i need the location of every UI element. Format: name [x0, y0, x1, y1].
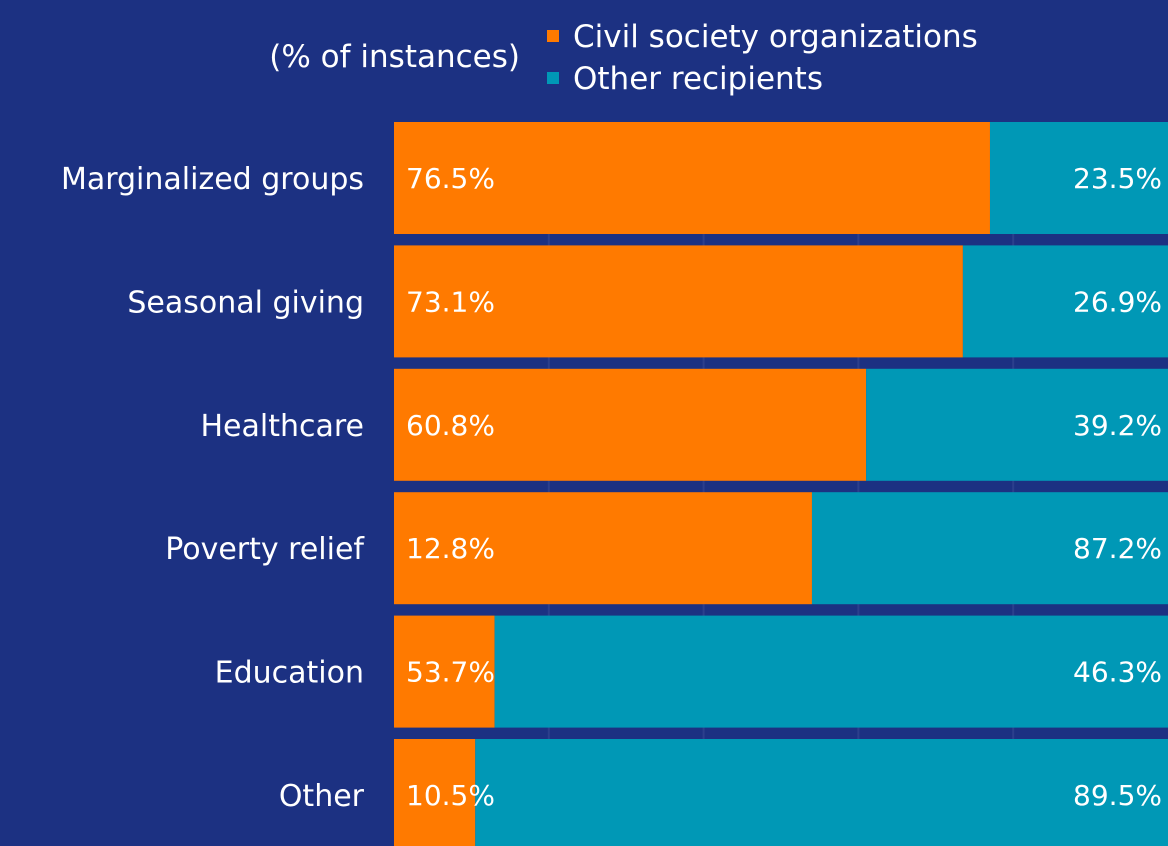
data-label-civil-society: 10.5% — [406, 779, 495, 812]
category-label: Marginalized groups — [61, 162, 364, 197]
labels: Marginalized groups 76.5% 23.5% Seasonal gi… — [61, 162, 1162, 814]
data-label-other-recipients: 87.2% — [1073, 532, 1162, 565]
legend-label-other-recipients: Other recipients — [573, 61, 823, 97]
data-label-civil-society: 12.8% — [406, 532, 495, 565]
bars — [394, 122, 1168, 846]
bar-poverty-relief-other-recipients — [811, 492, 1168, 605]
category-label: Education — [215, 656, 364, 691]
category-label: Poverty relief — [165, 532, 365, 567]
category-label: Healthcare — [200, 409, 364, 444]
bar-marginalized-groups-civil-society — [394, 122, 990, 234]
bar-seasonal-giving-other-recipients — [962, 245, 1168, 358]
bar-education-civil-society — [394, 615, 495, 728]
legend-swatch-other-recipients — [547, 72, 559, 84]
unit-label: (% of instances) — [269, 39, 520, 75]
bar-poverty-relief-civil-society — [394, 492, 812, 605]
bar-marginalized-groups-other-recipients — [989, 122, 1168, 234]
data-label-civil-society: 53.7% — [406, 656, 495, 689]
bar-healthcare-civil-society — [394, 368, 867, 481]
legend: Civil society organizations Other recipi… — [547, 19, 978, 97]
data-label-civil-society: 76.5% — [406, 162, 495, 195]
bar-other-other-recipients — [475, 739, 1168, 846]
data-label-other-recipients: 39.2% — [1073, 409, 1162, 442]
bar-healthcare-other-recipients — [866, 368, 1168, 481]
legend-swatch-civil-society — [547, 30, 559, 42]
data-label-other-recipients: 89.5% — [1073, 779, 1162, 812]
bar-education-other-recipients — [494, 615, 1168, 728]
bar-seasonal-giving-civil-society — [394, 245, 963, 358]
data-label-civil-society: 60.8% — [406, 409, 495, 442]
legend-label-civil-society: Civil society organizations — [573, 19, 978, 55]
data-label-other-recipients: 46.3% — [1073, 656, 1162, 689]
bar-other-civil-society — [394, 739, 476, 846]
category-label: Seasonal giving — [127, 285, 364, 320]
data-label-civil-society: 73.1% — [406, 285, 495, 318]
data-label-other-recipients: 23.5% — [1073, 162, 1162, 195]
category-label: Other — [279, 779, 365, 814]
data-label-other-recipients: 26.9% — [1073, 285, 1162, 318]
